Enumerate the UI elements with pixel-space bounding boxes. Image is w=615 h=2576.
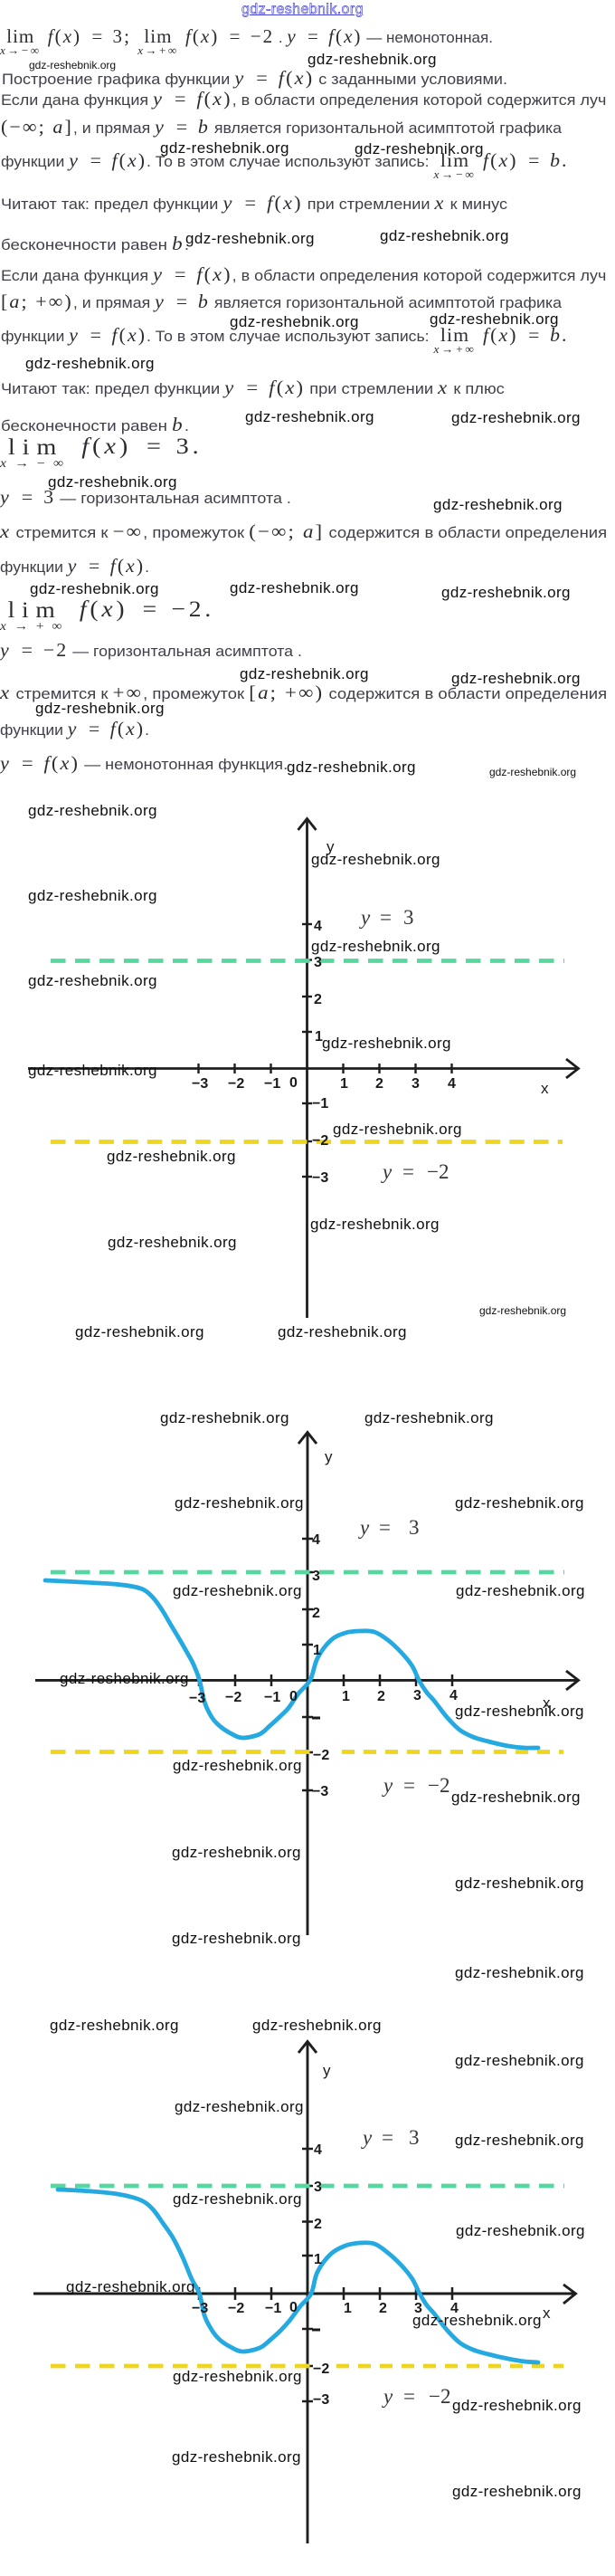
svg-text:y: y <box>326 838 335 855</box>
svg-text:=: = <box>403 1774 415 1797</box>
svg-text:4: 4 <box>450 2301 459 2316</box>
svg-text:y: y <box>361 2126 373 2149</box>
svg-text:=: = <box>403 2385 415 2408</box>
svg-text:−3: −3 <box>312 1170 328 1186</box>
svg-text:1: 1 <box>313 1643 321 1658</box>
svg-text:0: 0 <box>289 1075 298 1091</box>
svg-text:3: 3 <box>314 955 322 970</box>
svg-text:y: y <box>381 1160 393 1183</box>
svg-text:−2: −2 <box>228 1076 244 1092</box>
svg-text:−3: −3 <box>313 2392 329 2408</box>
svg-text:=: = <box>380 906 392 929</box>
svg-text:1: 1 <box>340 1076 348 1092</box>
svg-text:−2: −2 <box>428 1774 449 1797</box>
svg-text:4: 4 <box>449 1688 458 1703</box>
svg-text:−3: −3 <box>312 1784 328 1799</box>
svg-text:2: 2 <box>314 992 322 1007</box>
svg-text:0: 0 <box>289 2300 298 2315</box>
svg-text:y: y <box>323 2062 331 2079</box>
svg-text:y: y <box>358 1516 370 1539</box>
svg-text:2: 2 <box>377 1689 385 1704</box>
svg-text:y: y <box>382 1774 393 1797</box>
svg-text:3: 3 <box>414 2301 422 2316</box>
svg-text:1: 1 <box>344 2301 352 2316</box>
svg-text:y: y <box>359 906 371 929</box>
svg-text:4: 4 <box>448 1076 456 1092</box>
svg-text:y: y <box>325 1448 333 1465</box>
svg-text:x: x <box>543 2304 551 2322</box>
svg-text:y: y <box>382 2385 393 2408</box>
svg-text:4: 4 <box>312 1532 320 1548</box>
svg-text:−2: −2 <box>313 1748 329 1763</box>
svg-text:3: 3 <box>409 2126 420 2149</box>
svg-text:−1: −1 <box>264 1690 280 1705</box>
svg-text:−2: −2 <box>225 1690 241 1705</box>
svg-text:−2: −2 <box>429 2385 450 2408</box>
svg-text:1: 1 <box>315 1029 323 1045</box>
svg-text:3: 3 <box>403 906 414 929</box>
svg-text:−2: −2 <box>427 1160 449 1183</box>
svg-text:=: = <box>382 2126 393 2149</box>
svg-text:−2: −2 <box>313 2361 329 2377</box>
svg-text:=: = <box>402 1160 414 1183</box>
svg-text:4: 4 <box>314 919 322 934</box>
svg-text:−2: −2 <box>228 2301 244 2316</box>
svg-text:3: 3 <box>312 1569 320 1584</box>
svg-text:4: 4 <box>314 2142 322 2158</box>
svg-text:2: 2 <box>312 1606 320 1621</box>
svg-text:−1: −1 <box>264 1076 280 1092</box>
svg-text:0: 0 <box>289 1689 298 1704</box>
svg-text:−2: −2 <box>312 1133 328 1149</box>
svg-text:2: 2 <box>375 1076 383 1092</box>
svg-text:−3: −3 <box>192 2301 208 2316</box>
svg-text:1: 1 <box>342 1689 350 1704</box>
svg-text:3: 3 <box>314 2180 322 2195</box>
svg-text:2: 2 <box>314 2217 322 2232</box>
svg-text:3: 3 <box>409 1516 420 1539</box>
svg-text:=: = <box>379 1516 391 1539</box>
svg-text:−1: −1 <box>312 1096 328 1111</box>
svg-text:3: 3 <box>412 1076 420 1092</box>
svg-text:x: x <box>543 1694 551 1712</box>
svg-text:2: 2 <box>379 2301 387 2316</box>
svg-text:3: 3 <box>413 1688 421 1703</box>
svg-text:−1: −1 <box>265 2301 281 2316</box>
svg-text:x: x <box>541 1080 549 1097</box>
svg-text:1: 1 <box>314 2252 322 2267</box>
svg-text:−3: −3 <box>189 1691 205 1706</box>
svg-text:−3: −3 <box>192 1076 208 1092</box>
